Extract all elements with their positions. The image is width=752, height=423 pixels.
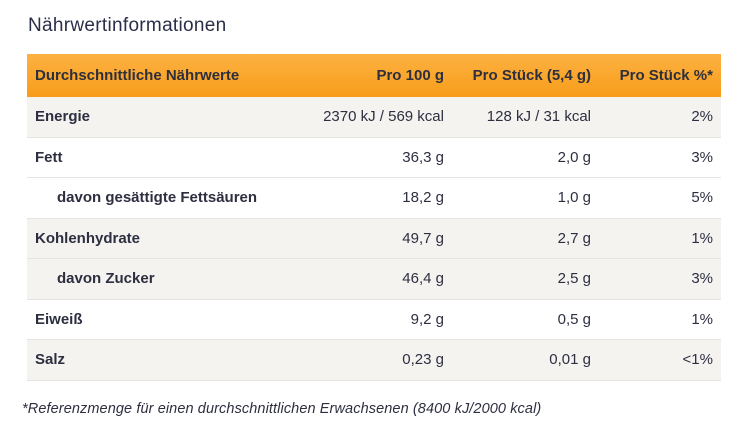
table-row: Energie 2370 kJ / 569 kcal 128 kJ / 31 k… — [27, 97, 721, 138]
value-per-piece: 2,7 g — [452, 218, 599, 259]
table-row: Salz 0,23 g 0,01 g <1% — [27, 339, 721, 381]
value-per-100g: 18,2 g — [302, 177, 452, 219]
nutrient-label: Salz — [27, 339, 302, 381]
nutrient-label: davon Zucker — [27, 258, 302, 300]
value-per-piece: 0,5 g — [452, 299, 599, 340]
nutrition-table: Durchschnittliche Nährwerte Pro 100 g Pr… — [27, 54, 721, 381]
header-nutrients: Durchschnittliche Nährwerte — [27, 54, 302, 97]
value-per-piece-percent: <1% — [599, 339, 721, 381]
nutrient-label: davon gesättigte Fettsäuren — [27, 177, 302, 219]
table-row: Kohlenhydrate 49,7 g 2,7 g 1% — [27, 218, 721, 259]
value-per-100g: 49,7 g — [302, 218, 452, 259]
reference-footnote: *Referenzmenge für einen durchschnittlic… — [22, 400, 542, 417]
table-row: Eiweiß 9,2 g 0,5 g 1% — [27, 299, 721, 340]
value-per-piece-percent: 1% — [599, 218, 721, 259]
header-per-piece: Pro Stück (5,4 g) — [452, 54, 599, 97]
nutrition-table-body: Energie 2370 kJ / 569 kcal 128 kJ / 31 k… — [27, 97, 721, 381]
value-per-100g: 0,23 g — [302, 339, 452, 381]
table-row: davon Zucker 46,4 g 2,5 g 3% — [27, 258, 721, 300]
nutrient-label: Fett — [27, 137, 302, 178]
value-per-piece: 0,01 g — [452, 339, 599, 381]
value-per-piece-percent: 3% — [599, 137, 721, 178]
value-per-piece-percent: 3% — [599, 258, 721, 300]
page-title: Nährwertinformationen — [28, 15, 227, 36]
table-row: Fett 36,3 g 2,0 g 3% — [27, 137, 721, 178]
header-row: Durchschnittliche Nährwerte Pro 100 g Pr… — [27, 54, 721, 97]
value-per-piece: 2,0 g — [452, 137, 599, 178]
nutrient-label: Energie — [27, 97, 302, 138]
table-row: davon gesättigte Fettsäuren 18,2 g 1,0 g… — [27, 177, 721, 219]
header-per-piece-percent: Pro Stück %* — [599, 54, 721, 97]
header-per-100g: Pro 100 g — [302, 54, 452, 97]
value-per-100g: 36,3 g — [302, 137, 452, 178]
value-per-piece-percent: 5% — [599, 177, 721, 219]
value-per-100g: 9,2 g — [302, 299, 452, 340]
value-per-piece: 128 kJ / 31 kcal — [452, 97, 599, 138]
value-per-piece: 2,5 g — [452, 258, 599, 300]
nutrition-table-header: Durchschnittliche Nährwerte Pro 100 g Pr… — [27, 54, 721, 97]
value-per-piece-percent: 1% — [599, 299, 721, 340]
nutrient-label: Kohlenhydrate — [27, 218, 302, 259]
value-per-piece: 1,0 g — [452, 177, 599, 219]
nutrient-label: Eiweiß — [27, 299, 302, 340]
value-per-100g: 46,4 g — [302, 258, 452, 300]
value-per-piece-percent: 2% — [599, 97, 721, 138]
value-per-100g: 2370 kJ / 569 kcal — [302, 97, 452, 138]
